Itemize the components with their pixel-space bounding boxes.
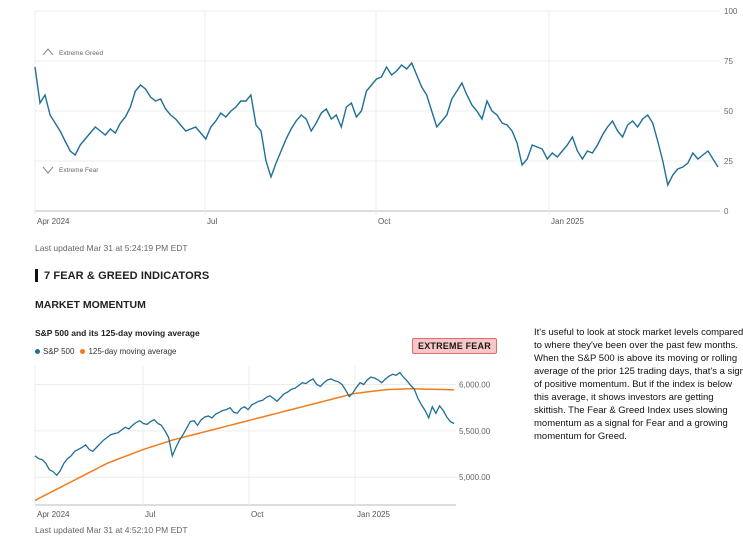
mm-gridlines	[34, 366, 456, 506]
mm-y-tick-label: 5,000.00	[459, 473, 491, 482]
market-momentum-title: MARKET MOMENTUM	[35, 299, 146, 311]
fg-x-tick-label: Jul	[207, 217, 217, 226]
fear-greed-series-line	[34, 61, 719, 188]
legend-item-moving-average: 125-day moving average	[80, 347, 177, 356]
fg-x-tick-label: Oct	[378, 217, 391, 226]
legend-label-sp500: S&P 500	[43, 347, 75, 356]
mm-x-tick-label: Apr 2024	[37, 510, 70, 519]
top-chart-last-updated: Last updated Mar 31 at 5:24:19 PM EDT	[35, 243, 188, 253]
momentum-rating-badge: EXTREME FEAR	[412, 338, 497, 354]
fg-x-ticks: Apr 2024 Jul Oct Jan 2025	[37, 217, 584, 226]
mm-y-ticks: 5,000.00 5,500.00 6,000.00	[459, 381, 491, 483]
momentum-legend: S&P 500 125-day moving average	[35, 347, 183, 356]
fear-greed-history-chart: 0 25 50 75 100 Apr 2024 Jul Oct Jan 2025 Extrem…	[34, 7, 738, 226]
legend-label-moving-average: 125-day moving average	[88, 347, 177, 356]
section-marker	[35, 269, 38, 282]
mm-y-tick-label: 5,500.00	[459, 427, 491, 436]
mm-x-ticks: Apr 2024 Jul Oct Jan 2025	[37, 510, 390, 519]
indicators-title-text: 7 FEAR & GREED INDICATORS	[44, 269, 210, 282]
fg-y-tick-label: 0	[724, 207, 729, 216]
momentum-description: It's useful to look at stock market leve…	[534, 327, 743, 442]
legend-item-sp500: S&P 500	[35, 347, 74, 356]
chevron-up-icon	[42, 48, 54, 56]
fg-x-tick-label: Apr 2024	[37, 217, 70, 226]
legend-dot-sp500	[35, 349, 40, 354]
mm-x-tick-label: Jul	[145, 510, 155, 519]
momentum-chart: 5,000.00 5,500.00 6,000.00 Apr 2024 Jul Oct J…	[34, 366, 491, 519]
indicators-section-title: 7 FEAR & GREED INDICATORS	[35, 269, 209, 282]
moving-average-line	[34, 388, 455, 502]
extreme-fear-zone-label: Extreme Fear	[42, 166, 99, 174]
momentum-last-updated: Last updated Mar 31 at 4:52:10 PM EDT	[35, 525, 188, 535]
mm-x-tick-label: Jan 2025	[357, 510, 390, 519]
fg-y-tick-label: 25	[724, 157, 733, 166]
legend-dot-moving-average	[80, 349, 86, 354]
mm-x-tick-label: Oct	[251, 510, 264, 519]
extreme-greed-label: Extreme Greed	[59, 50, 103, 57]
mm-y-tick-label: 6,000.00	[459, 381, 491, 390]
extreme-fear-label: Extreme Fear	[59, 167, 99, 174]
fg-gridlines	[34, 10, 720, 215]
fg-y-tick-label: 50	[724, 107, 733, 116]
sp500-line	[34, 371, 455, 477]
chevron-down-icon	[42, 166, 54, 174]
fg-y-tick-label: 75	[724, 57, 733, 66]
extreme-greed-zone-label: Extreme Greed	[42, 48, 103, 57]
fg-y-ticks: 0 25 50 75 100	[724, 7, 738, 216]
momentum-chart-title: S&P 500 and its 125-day moving average	[35, 328, 200, 338]
fg-x-tick-label: Jan 2025	[551, 217, 584, 226]
fg-y-tick-label: 100	[724, 7, 738, 16]
